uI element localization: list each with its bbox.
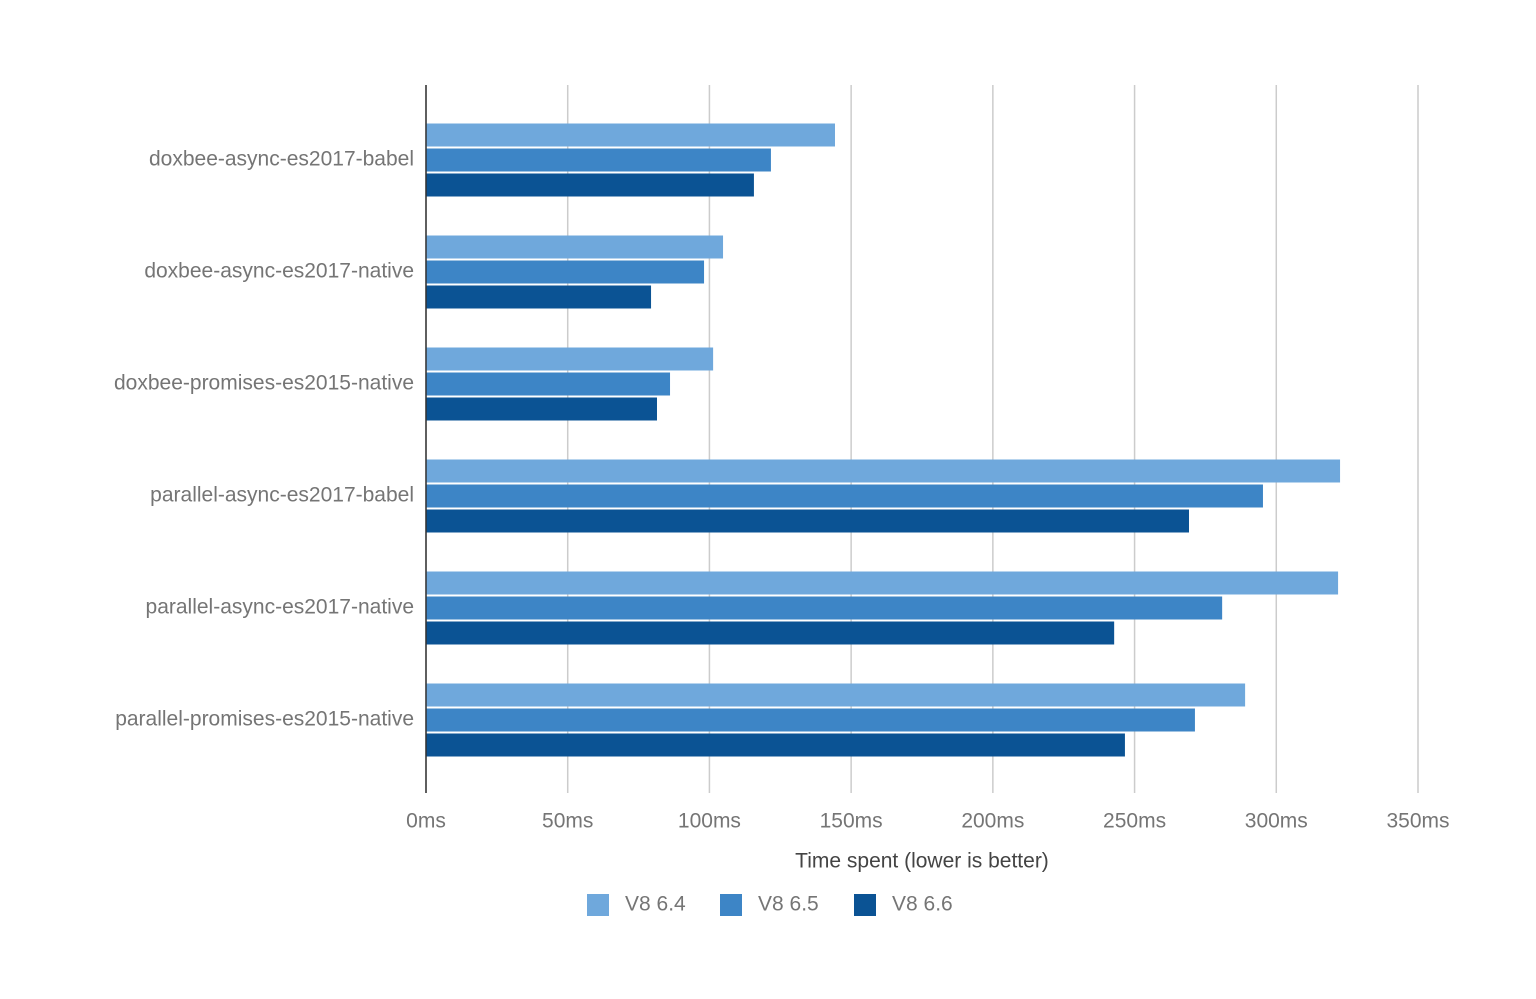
y-tick-label: parallel-async-es2017-native bbox=[146, 596, 414, 619]
y-tick-label: doxbee-async-es2017-native bbox=[144, 260, 414, 283]
bar bbox=[426, 708, 1195, 732]
legend-swatch bbox=[720, 894, 742, 916]
legend-label: V8 6.4 bbox=[625, 893, 686, 916]
x-tick-label: 300ms bbox=[1245, 810, 1308, 833]
bar bbox=[426, 123, 835, 147]
x-tick-label: 200ms bbox=[961, 810, 1024, 833]
x-tick-label: 350ms bbox=[1386, 810, 1449, 833]
legend-label: V8 6.5 bbox=[758, 893, 819, 916]
x-tick-label: 0ms bbox=[406, 810, 446, 833]
y-tick-label: doxbee-async-es2017-babel bbox=[149, 148, 414, 171]
bar bbox=[426, 571, 1339, 595]
bar bbox=[426, 459, 1341, 483]
bar bbox=[426, 484, 1263, 508]
legend-swatch bbox=[854, 894, 876, 916]
bar bbox=[426, 397, 657, 421]
bar bbox=[426, 347, 714, 371]
y-tick-label: parallel-promises-es2015-native bbox=[115, 708, 414, 731]
bar bbox=[426, 285, 652, 309]
bar bbox=[426, 509, 1189, 533]
legend-swatch bbox=[587, 894, 609, 916]
bar bbox=[426, 596, 1223, 620]
x-tick-label: 250ms bbox=[1103, 810, 1166, 833]
bar bbox=[426, 173, 754, 197]
bar bbox=[426, 372, 671, 396]
bar bbox=[426, 148, 771, 172]
bar bbox=[426, 733, 1125, 757]
bar bbox=[426, 683, 1246, 707]
x-axis-title: Time spent (lower is better) bbox=[795, 850, 1049, 873]
y-tick-label: parallel-async-es2017-babel bbox=[150, 484, 414, 507]
bar bbox=[426, 235, 724, 259]
y-tick-label: doxbee-promises-es2015-native bbox=[114, 372, 414, 395]
bar bbox=[426, 260, 705, 284]
x-tick-label: 100ms bbox=[678, 810, 741, 833]
legend-label: V8 6.6 bbox=[892, 893, 953, 916]
x-tick-label: 150ms bbox=[820, 810, 883, 833]
x-tick-label: 50ms bbox=[542, 810, 593, 833]
bar bbox=[426, 621, 1115, 645]
